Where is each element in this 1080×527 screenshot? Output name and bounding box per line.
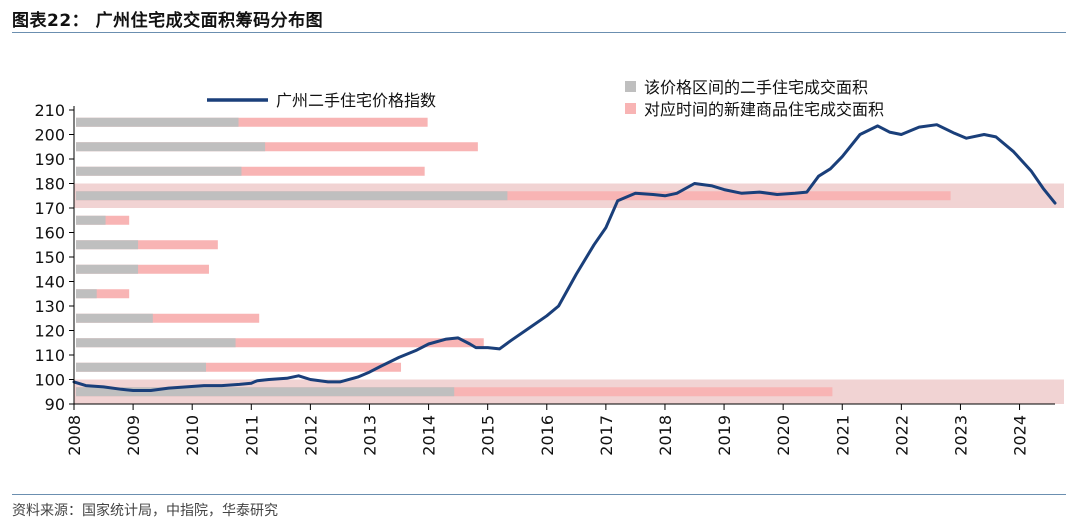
- x-tick-label-2023: 2023: [951, 415, 970, 456]
- legend: 广州二手住宅价格指数 该价格区间的二手住宅成交面积 对应时间的新建商品住宅成交面…: [207, 78, 884, 119]
- price-index-line: [72, 123, 1057, 392]
- y-tick-label-90: 90: [45, 395, 65, 414]
- bar-gray-135: [76, 289, 97, 299]
- bar-pink-175: [76, 191, 951, 201]
- bar-pink-115: [76, 338, 484, 348]
- legend-pink-swatch: [625, 103, 636, 114]
- y-tick-label-180: 180: [34, 175, 65, 194]
- y-tick-label-160: 160: [34, 224, 65, 243]
- y-tick-label-130: 130: [34, 297, 65, 316]
- legend-line-label: 广州二手住宅价格指数: [276, 91, 436, 110]
- x-tick-label-2016: 2016: [538, 415, 557, 456]
- bar-pink-145: [76, 264, 209, 274]
- bar-pink-105: [76, 362, 402, 372]
- chart: 90 100 110 120 130 140 150 160 170 180 190 200 210 20…: [34, 78, 1064, 456]
- x-tick-label-2012: 2012: [301, 415, 320, 456]
- bar-gray-105: [76, 362, 207, 372]
- bottom-rule: [12, 494, 1066, 495]
- x-tick-label-2021: 2021: [833, 415, 852, 456]
- x-tick-label-2014: 2014: [420, 415, 439, 456]
- bar-pink-185: [76, 166, 425, 176]
- x-tick-label-2015: 2015: [479, 415, 498, 456]
- bar-gray-95: [76, 387, 455, 397]
- bar-pink-135: [76, 289, 130, 299]
- y-tick-label-170: 170: [34, 199, 65, 218]
- bar-pink-155: [76, 240, 218, 250]
- x-tick-label-2022: 2022: [892, 415, 911, 456]
- legend-pink-label: 对应时间的新建商品住宅成交面积: [644, 100, 884, 119]
- top-rule: [12, 32, 1066, 33]
- line-group: [72, 123, 1057, 392]
- bars-group: [76, 117, 951, 397]
- figure-title: 图表22： 广州住宅成交面积筹码分布图: [12, 11, 324, 31]
- x-tick-label-2011: 2011: [242, 415, 261, 456]
- bar-gray-165: [76, 215, 106, 225]
- bar-gray-175: [76, 191, 508, 201]
- bar-gray-205: [76, 117, 239, 127]
- legend-gray-label: 该价格区间的二手住宅成交面积: [644, 78, 868, 97]
- bar-pink-195: [76, 142, 478, 152]
- bar-gray-185: [76, 166, 242, 176]
- bar-gray-195: [76, 142, 266, 152]
- y-tick-label-100: 100: [34, 371, 65, 390]
- bar-gray-115: [76, 338, 236, 348]
- bar-gray-125: [76, 313, 153, 323]
- bar-pink-205: [76, 117, 428, 127]
- axes-group: 90 100 110 120 130 140 150 160 170 180 190 200 210 20…: [34, 101, 1055, 456]
- bar-pink-125: [76, 313, 260, 323]
- legend-gray-swatch: [625, 81, 636, 92]
- x-tick-label-2008: 2008: [65, 415, 84, 456]
- x-tick-label-2017: 2017: [597, 415, 616, 456]
- x-tick-label-2010: 2010: [183, 415, 202, 456]
- y-tick-label-150: 150: [34, 248, 65, 267]
- x-tick-label-2019: 2019: [715, 415, 734, 456]
- y-tick-label-140: 140: [34, 273, 65, 292]
- x-tick-label-2013: 2013: [360, 415, 379, 456]
- x-tick-label-2009: 2009: [124, 415, 143, 456]
- source-note: 资料来源：国家统计局，中指院，华泰研究: [12, 503, 278, 519]
- y-tick-label-120: 120: [34, 322, 65, 341]
- y-tick-label-210: 210: [34, 101, 65, 120]
- y-tick-label-190: 190: [34, 150, 65, 169]
- x-tick-label-2020: 2020: [774, 415, 793, 456]
- y-tick-label-200: 200: [34, 126, 65, 145]
- x-tick-label-2024: 2024: [1011, 415, 1030, 456]
- x-tick-label-2018: 2018: [656, 415, 675, 456]
- bar-gray-145: [76, 264, 139, 274]
- y-tick-label-110: 110: [34, 346, 65, 365]
- bar-gray-155: [76, 240, 139, 250]
